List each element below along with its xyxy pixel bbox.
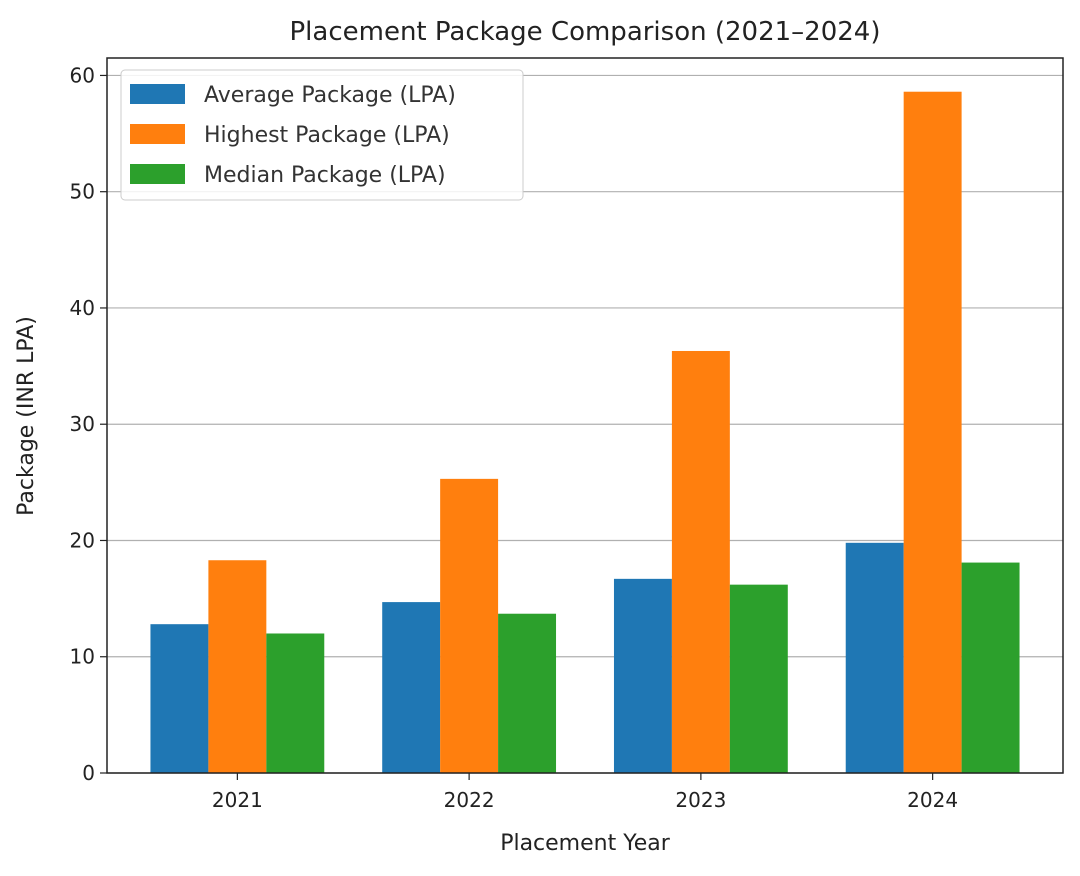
y-tick-label: 30 — [70, 412, 95, 436]
x-tick-label: 2024 — [907, 788, 958, 812]
bar — [266, 633, 325, 773]
legend: Average Package (LPA) Highest Package (LP… — [120, 69, 524, 201]
y-tick-label: 40 — [70, 296, 95, 320]
legend-swatch — [130, 124, 185, 144]
legend-label: Average Package (LPA) — [204, 83, 456, 108]
x-axis-label: Placement Year — [500, 831, 671, 856]
legend-label: Highest Package (LPA) — [204, 123, 450, 148]
x-tick-label: 2021 — [212, 788, 263, 812]
legend-label: Median Package (LPA) — [204, 163, 446, 188]
bar — [150, 624, 209, 773]
y-tick-label: 50 — [70, 180, 95, 204]
legend-swatch — [130, 84, 185, 104]
x-tick-label: 2023 — [675, 788, 726, 812]
bar — [382, 602, 441, 773]
y-tick-label: 20 — [70, 528, 95, 552]
bar — [961, 562, 1020, 773]
bar — [845, 542, 904, 773]
chart-title: Placement Package Comparison (2021–2024) — [290, 17, 881, 47]
legend-swatch — [130, 164, 185, 184]
x-tick-label: 2022 — [444, 788, 495, 812]
y-tick-label: 0 — [82, 761, 95, 785]
bar — [671, 350, 730, 773]
bar — [729, 584, 788, 773]
bar — [903, 91, 962, 773]
bar — [613, 578, 672, 773]
bar — [440, 478, 499, 773]
y-tick-label: 10 — [70, 645, 95, 669]
plot-frame — [106, 57, 1064, 774]
bar — [208, 560, 267, 773]
y-tick-label: 60 — [70, 63, 95, 87]
y-axis-label: Package (INR LPA) — [14, 316, 39, 516]
bar — [498, 613, 557, 773]
